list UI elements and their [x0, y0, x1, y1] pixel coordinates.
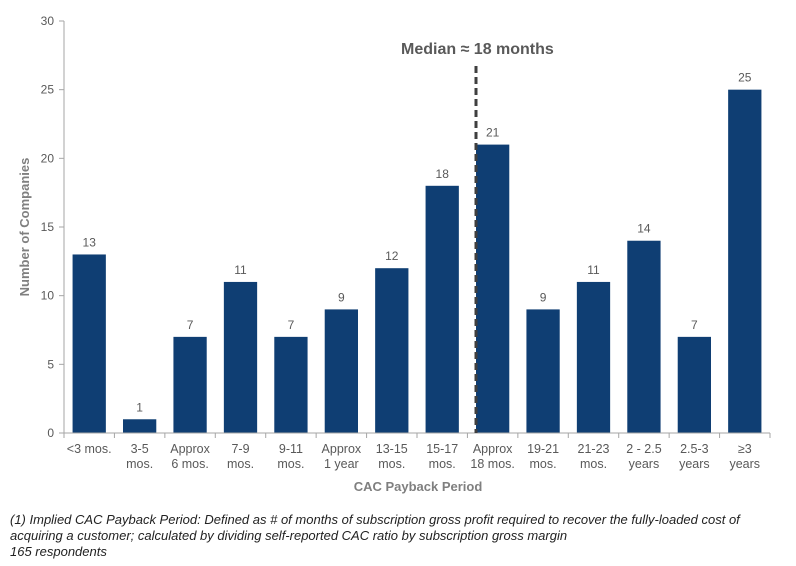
x-tick-label: 7-9 mos. — [227, 442, 254, 471]
x-tick-label: <3 mos. — [67, 442, 112, 456]
footnote-line-2: acquiring a customer; calculated by divi… — [10, 528, 568, 543]
x-axis: <3 mos. 3-5 mos. Approx 6 mos. 7-9 mos. 9-11 mos… — [63, 432, 771, 471]
footnote-line-1: (1) Implied CAC Payback Period: Defined … — [10, 512, 740, 527]
bar-chart: 0 5 10 15 20 25 30 13 1 7 11 7 9 12 18 21 9 11 14 7 25 <3 m… — [17, 14, 771, 494]
bar — [72, 254, 106, 433]
y-tick-label: 10 — [41, 289, 55, 303]
x-tick-label: 19-21 mos. — [527, 442, 559, 471]
y-axis-label: Number of Companies — [17, 158, 32, 297]
y-tick-label: 15 — [41, 220, 55, 234]
bar — [526, 309, 560, 433]
y-tick-label: 25 — [41, 83, 55, 97]
x-axis-label: CAC Payback Period — [354, 479, 483, 494]
bar-value-label: 13 — [83, 235, 97, 249]
y-axis: 0 5 10 15 20 25 30 — [41, 14, 65, 440]
y-tick-label: 5 — [47, 357, 54, 371]
bar — [728, 89, 762, 434]
bar — [476, 144, 510, 433]
bar — [173, 336, 207, 433]
footnote: (1) Implied CAC Payback Period: Defined … — [10, 512, 792, 560]
bars: 13 1 7 11 7 9 12 18 21 9 11 14 7 25 — [72, 71, 762, 434]
x-tick-label: Approx 1 year — [322, 442, 362, 471]
x-tick-label: 2.5-3 years — [679, 442, 710, 471]
bar-value-label: 7 — [288, 318, 295, 332]
x-tick-label: 3-5 mos. — [126, 442, 153, 471]
bar-value-label: 11 — [587, 263, 600, 277]
bar-value-label: 9 — [540, 290, 547, 304]
x-tick-label: Approx 18 mos. — [470, 442, 514, 471]
y-tick-label: 30 — [41, 14, 55, 28]
bar-value-label: 18 — [436, 167, 450, 181]
x-tick-label: ≥3 years — [729, 442, 760, 471]
median-label: Median ≈ 18 months — [401, 41, 554, 58]
bar — [425, 185, 459, 433]
bar — [627, 240, 661, 433]
x-tick-label: 9-11 mos. — [277, 442, 304, 471]
x-tick-label: 15-17 mos. — [426, 442, 458, 471]
bar-value-label: 21 — [486, 126, 500, 140]
bar-value-label: 12 — [385, 249, 399, 263]
bar-value-label: 11 — [234, 263, 247, 277]
bar-value-label: 14 — [637, 222, 651, 236]
bar — [274, 336, 308, 433]
bar — [223, 281, 258, 433]
bar — [375, 268, 409, 433]
y-tick-label: 0 — [47, 426, 54, 440]
bar-value-label: 1 — [136, 400, 143, 414]
bar — [123, 419, 157, 433]
bar — [677, 336, 711, 433]
y-tick-label: 20 — [41, 151, 55, 165]
x-tick-label: 21-23 mos. — [578, 442, 610, 471]
bar — [576, 281, 611, 433]
bar-value-label: 7 — [187, 318, 194, 332]
median-annotation: Median ≈ 18 months — [401, 41, 554, 433]
bar-value-label: 7 — [691, 318, 698, 332]
footnote-line-3: 165 respondents — [10, 544, 107, 559]
bar-value-label: 25 — [738, 71, 752, 85]
bar — [324, 309, 358, 433]
x-tick-label: 2 - 2.5 years — [626, 442, 661, 471]
bar-value-label: 9 — [338, 290, 345, 304]
x-tick-label: Approx 6 mos. — [170, 442, 210, 471]
x-tick-label: 13-15 mos. — [376, 442, 408, 471]
